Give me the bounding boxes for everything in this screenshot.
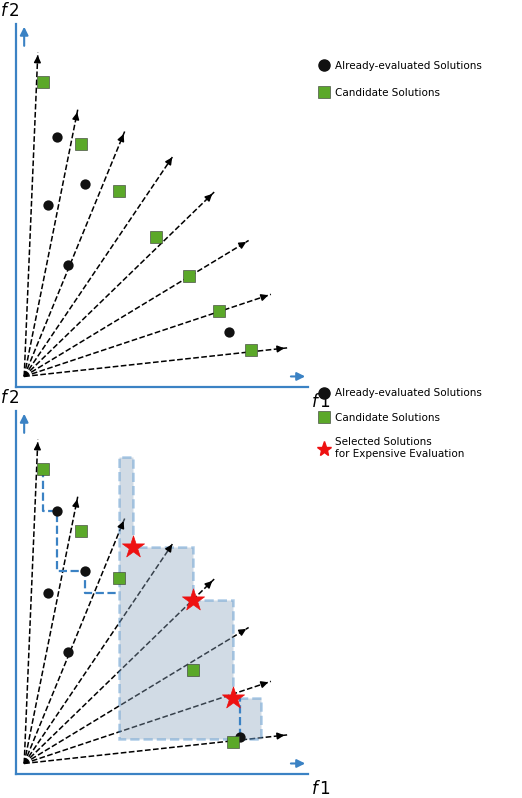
Point: [53, 505, 61, 518]
Point: [115, 185, 123, 198]
Point: [39, 463, 47, 476]
Point: [215, 305, 223, 318]
Polygon shape: [119, 456, 261, 739]
Text: $f\,2$: $f\,2$: [0, 2, 19, 20]
Text: $f\,2$: $f\,2$: [0, 389, 19, 407]
Point: [77, 524, 85, 537]
Legend: Already-evaluated Solutions, Candidate Solutions, Selected Solutions
for Expensi: Already-evaluated Solutions, Candidate S…: [318, 389, 482, 459]
Point: [236, 731, 244, 744]
Point: [247, 344, 255, 357]
Point: [115, 572, 123, 585]
Point: [185, 270, 193, 282]
Point: [64, 646, 73, 659]
Point: [44, 586, 53, 598]
Point: [152, 231, 160, 243]
Point: [77, 137, 85, 150]
Point: [81, 178, 89, 191]
Point: [189, 593, 197, 606]
Point: [229, 736, 237, 749]
Point: [229, 692, 237, 705]
Legend: Already-evaluated Solutions, Candidate Solutions: Already-evaluated Solutions, Candidate S…: [318, 61, 482, 97]
Text: $f\,1$: $f\,1$: [311, 393, 330, 411]
Point: [39, 76, 47, 89]
Point: [53, 130, 61, 143]
Point: [81, 565, 89, 578]
Point: [44, 200, 53, 212]
Point: [189, 664, 197, 677]
Text: $f\,1$: $f\,1$: [311, 780, 330, 798]
Point: [64, 259, 73, 272]
Point: [224, 326, 233, 339]
Point: [129, 540, 138, 553]
